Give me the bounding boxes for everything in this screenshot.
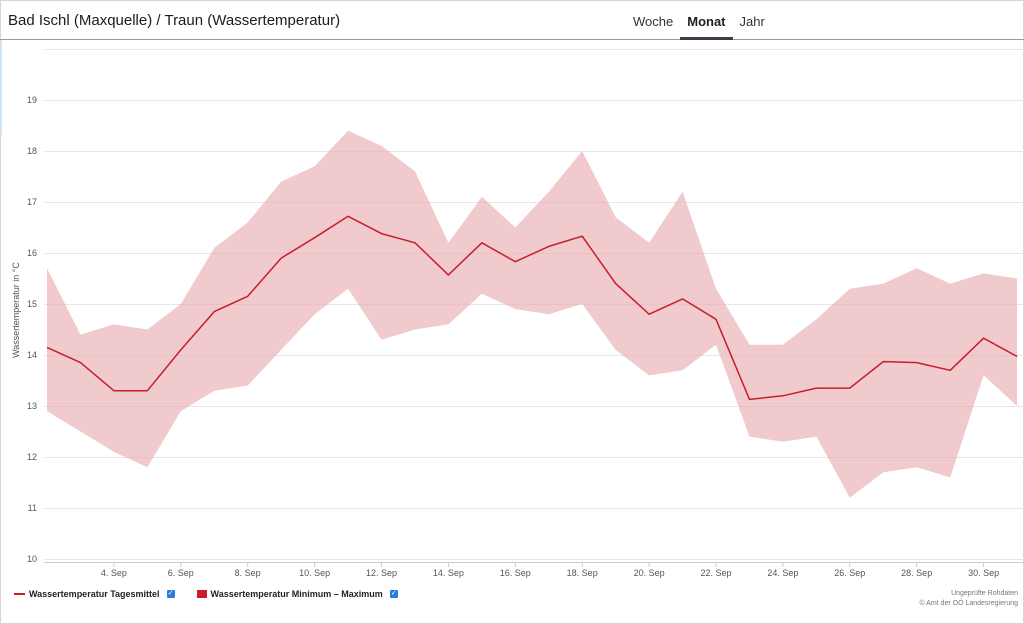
x-axis: 4. Sep 6. Sep 8. Sep 10. Sep 12. Sep 14. Sep 1… [101, 563, 999, 578]
mean-point[interactable] [110, 387, 118, 395]
x-tick-label: 20. Sep [634, 568, 665, 578]
x-tick-label: 14. Sep [433, 568, 464, 578]
y-tick-label: 15 [27, 299, 37, 309]
series-range-area [47, 130, 1018, 498]
mean-point[interactable] [277, 254, 285, 262]
mean-point[interactable] [177, 346, 185, 354]
y-tick-label: 16 [27, 248, 37, 258]
x-tick-label: 30. Sep [968, 568, 999, 578]
tab-jahr[interactable]: Jahr [739, 14, 765, 29]
x-tick-label: 12. Sep [366, 568, 397, 578]
legend-item-range[interactable]: Wassertemperatur Minimum – Maximum ✓ [196, 589, 398, 599]
left-edge-accent [0, 40, 2, 136]
mean-point[interactable] [478, 239, 486, 247]
mean-point[interactable] [77, 359, 85, 367]
period-tabs: Woche Monat Jahr [626, 0, 772, 40]
data-credits: Ungeprüfte Rohdaten © Amt der OÖ Landesr… [919, 589, 1018, 609]
y-tick-label: 18 [27, 146, 37, 156]
y-tick-label: 13 [27, 401, 37, 411]
y-tick-label: 11 [28, 503, 37, 513]
page-title: Bad Ischl (Maxquelle) / Traun (Wassertem… [8, 12, 341, 29]
mean-point[interactable] [712, 315, 720, 323]
x-tick-label: 16. Sep [500, 568, 531, 578]
mean-point[interactable] [411, 239, 419, 247]
x-tick-label: 28. Sep [901, 568, 932, 578]
mean-point[interactable] [946, 366, 954, 374]
x-tick-label: 6. Sep [168, 568, 194, 578]
y-tick-label: 19 [27, 95, 37, 105]
mean-point[interactable] [210, 308, 218, 316]
mean-point[interactable] [980, 334, 988, 342]
header-bar: Bad Ischl (Maxquelle) / Traun (Wassertem… [0, 0, 1024, 40]
x-tick-label: 26. Sep [834, 568, 865, 578]
mean-point[interactable] [879, 358, 887, 366]
credit-line-2: © Amt der OÖ Landesregierung [919, 600, 1018, 607]
legend-range-label: Wassertemperatur Minimum – Maximum [210, 589, 383, 599]
mean-point[interactable] [378, 230, 386, 238]
tab-monat[interactable]: Monat [680, 0, 733, 40]
x-tick-label: 22. Sep [700, 568, 731, 578]
series-mean-line [46, 215, 1018, 401]
mean-point[interactable] [645, 310, 653, 318]
legend-mean-label: Wassertemperatur Tagesmittel [29, 589, 160, 599]
x-tick-label: 4. Sep [101, 568, 127, 578]
mean-point[interactable] [444, 271, 452, 279]
mean-point[interactable] [244, 292, 252, 300]
legend-mean-swatch [14, 593, 25, 595]
tab-woche[interactable]: Woche [633, 14, 674, 29]
y-axis-label: Wassertemperatur in °C [11, 262, 21, 358]
legend-mean-checkbox[interactable]: ✓ [166, 590, 175, 598]
x-tick-label: 18. Sep [567, 568, 598, 578]
mean-point[interactable] [578, 232, 586, 240]
mean-point[interactable] [1013, 353, 1021, 361]
y-tick-label: 10 [27, 554, 37, 564]
x-tick-label: 24. Sep [767, 568, 798, 578]
mean-point[interactable] [846, 384, 854, 392]
mean-point[interactable] [679, 295, 687, 303]
mean-point[interactable] [43, 343, 51, 351]
y-tick-label: 14 [27, 350, 37, 360]
x-tick-label: 10. Sep [299, 568, 330, 578]
mean-point[interactable] [913, 359, 921, 367]
mean-point[interactable] [812, 384, 820, 392]
credit-line-1: Ungeprüfte Rohdaten [951, 590, 1018, 597]
legend-range-checkbox[interactable]: ✓ [389, 590, 398, 598]
mean-point[interactable] [511, 258, 519, 266]
y-tick-label: 17 [27, 197, 37, 207]
y-tick-label: 12 [27, 452, 37, 462]
legend-item-mean[interactable]: Wassertemperatur Tagesmittel ✓ [14, 589, 175, 599]
legend-range-swatch [196, 590, 207, 598]
mean-point[interactable] [779, 392, 787, 400]
mean-point[interactable] [143, 387, 151, 395]
x-tick-label: 8. Sep [235, 568, 261, 578]
mean-point[interactable] [746, 395, 754, 403]
mean-point[interactable] [545, 242, 553, 250]
temperature-chart: 10 11 12 13 14 15 16 17 18 19 Wassertemperatur in… [11, 49, 1024, 578]
mean-point[interactable] [612, 280, 620, 288]
mean-point[interactable] [311, 234, 319, 242]
legend: Wassertemperatur Tagesmittel ✓ Wassertem… [14, 589, 420, 599]
mean-point[interactable] [344, 212, 352, 220]
y-axis: 10 11 12 13 14 15 16 17 18 19 [27, 95, 37, 564]
